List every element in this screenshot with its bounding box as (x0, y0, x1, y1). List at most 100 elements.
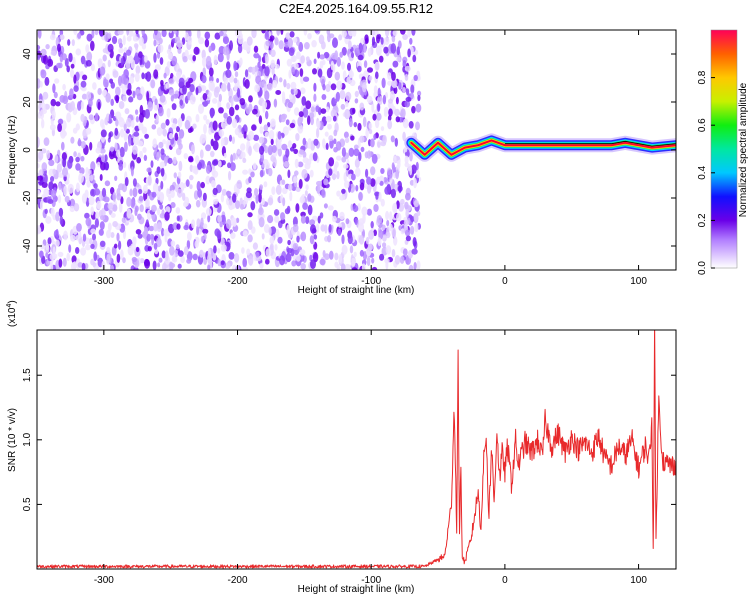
noise-blob (258, 55, 262, 63)
noise-blob (169, 262, 176, 269)
noise-blob (77, 32, 82, 39)
noise-blob (161, 227, 165, 237)
noise-blob (182, 192, 186, 201)
noise-blob (107, 43, 114, 53)
noise-blob (156, 192, 160, 198)
noise-blob (293, 107, 300, 116)
noise-blob (137, 213, 142, 220)
noise-blob (45, 252, 49, 258)
noise-blob (258, 136, 265, 144)
noise-blob (37, 175, 43, 181)
y-tick-label: 1.5 (22, 368, 33, 382)
noise-blob (160, 167, 165, 177)
noise-blob (387, 72, 392, 80)
noise-blob (328, 223, 332, 233)
noise-blob (259, 203, 263, 214)
noise-blob (270, 226, 277, 235)
noise-blob (354, 98, 359, 104)
noise-blob (205, 164, 211, 174)
noise-blob (200, 217, 204, 227)
noise-blob (129, 188, 133, 196)
noise-blob (409, 92, 414, 100)
noise-blob (155, 177, 159, 185)
noise-blob (90, 243, 95, 249)
noise-blob (178, 77, 185, 86)
noise-blob (296, 235, 300, 243)
noise-blob (411, 30, 416, 36)
noise-blob (248, 176, 252, 184)
noise-blob (79, 167, 85, 175)
noise-blob (242, 157, 247, 163)
noise-blob (353, 144, 359, 150)
noise-blob (105, 161, 109, 171)
noise-blob (255, 251, 260, 258)
noise-blob (380, 168, 385, 174)
noise-blob (55, 228, 59, 238)
noise-blob (183, 246, 189, 256)
noise-blob (385, 210, 390, 221)
noise-blob (264, 53, 269, 65)
noise-blob (118, 47, 124, 54)
noise-blob (373, 85, 378, 94)
noise-blob (130, 120, 135, 128)
noise-blob (94, 30, 99, 36)
noise-blob (165, 250, 169, 261)
noise-blob (120, 249, 124, 260)
noise-blob (288, 69, 292, 79)
noise-blob (231, 136, 235, 145)
noise-blob (52, 83, 56, 94)
noise-blob (248, 255, 254, 266)
noise-blob (205, 175, 211, 185)
noise-blob (259, 169, 264, 178)
noise-blob (259, 126, 264, 134)
noise-blob (361, 82, 367, 93)
noise-blob (40, 69, 47, 79)
noise-blob (220, 193, 225, 203)
noise-blob (230, 97, 234, 108)
noise-blob (75, 156, 80, 163)
noise-blob (214, 228, 220, 237)
noise-blob (202, 56, 207, 68)
noise-blob (158, 257, 163, 263)
noise-blob (143, 154, 148, 161)
noise-blob (376, 215, 383, 224)
noise-blob (110, 232, 115, 238)
noise-blob (46, 150, 51, 160)
noise-blob (316, 180, 323, 186)
noise-blob (99, 174, 103, 181)
noise-blob (191, 144, 195, 155)
noise-blob (264, 66, 270, 77)
noise-blob (365, 168, 369, 178)
noise-blob (130, 166, 134, 177)
noise-blob (176, 126, 180, 133)
noise-blob (105, 92, 111, 103)
noise-blob (370, 166, 376, 176)
noise-blob (258, 217, 265, 228)
x-tick-label: 100 (630, 575, 647, 586)
noise-blob (344, 108, 351, 120)
noise-blob (147, 101, 153, 112)
noise-blob (62, 257, 67, 267)
noise-blob (139, 150, 144, 159)
noise-blob (85, 244, 91, 251)
noise-blob (116, 253, 121, 263)
noise-blob (293, 87, 298, 96)
noise-blob (262, 104, 266, 113)
noise-blob (255, 194, 259, 204)
noise-blob (37, 30, 42, 39)
noise-blob (230, 217, 237, 226)
noise-blob (182, 182, 187, 189)
noise-blob (139, 204, 144, 213)
noise-blob (127, 55, 134, 64)
noise-blob (176, 223, 181, 230)
noise-blob (307, 115, 311, 126)
noise-blob (161, 209, 165, 217)
noise-blob (229, 40, 233, 51)
noise-blob (258, 81, 265, 88)
noise-blob (196, 30, 201, 39)
noise-blob (247, 234, 253, 243)
noise-blob (300, 87, 306, 95)
noise-blob (298, 111, 304, 118)
noise-blob (170, 202, 176, 209)
noise-blob (253, 45, 259, 53)
